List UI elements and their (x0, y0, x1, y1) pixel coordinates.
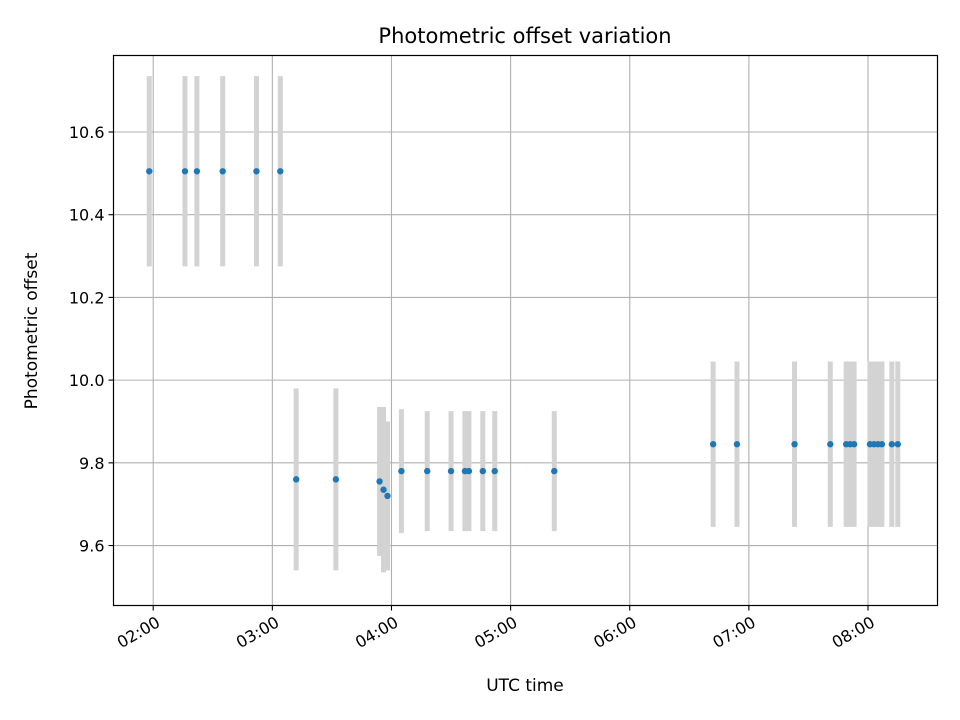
y-tick-label: 10.2 (69, 288, 105, 307)
data-point (791, 441, 798, 448)
data-point (733, 441, 741, 448)
axes-frame (112, 54, 939, 607)
y-tick-label: 9.8 (79, 454, 104, 473)
x-axis-label: UTC time (486, 676, 564, 696)
data-point (253, 168, 260, 175)
data-point (827, 441, 834, 448)
data-point (465, 467, 473, 475)
data-point (424, 467, 431, 475)
data-point (479, 467, 487, 475)
data-point (292, 476, 300, 483)
y-axis-ticks: 9.6 9.8 10.0 10.2 10.4 10.6 (69, 123, 114, 556)
y-tick-label: 9.6 (79, 537, 104, 556)
data-point (888, 441, 896, 448)
data-point (551, 467, 558, 475)
data-point (146, 168, 153, 175)
data-point (709, 441, 717, 448)
data-point (193, 168, 201, 175)
grid-lines (113, 55, 938, 606)
data-point (219, 168, 226, 175)
data-point (332, 476, 340, 483)
data-point (491, 467, 498, 475)
data-points (146, 168, 901, 500)
data-point (181, 168, 189, 175)
y-axis-label: Photometric offset (22, 252, 42, 409)
chart-title: Photometric offset variation (378, 24, 671, 48)
data-point (277, 168, 284, 175)
data-point (380, 486, 387, 493)
y-tick-label: 10.4 (69, 206, 105, 225)
data-point (850, 441, 858, 448)
y-tick-label: 10.6 (69, 123, 105, 142)
data-point (878, 441, 886, 448)
y-tick-label: 10.0 (69, 371, 105, 390)
data-point (447, 467, 455, 475)
data-point (376, 478, 383, 485)
data-point (894, 441, 901, 448)
data-point (398, 467, 405, 475)
data-point (384, 492, 391, 500)
